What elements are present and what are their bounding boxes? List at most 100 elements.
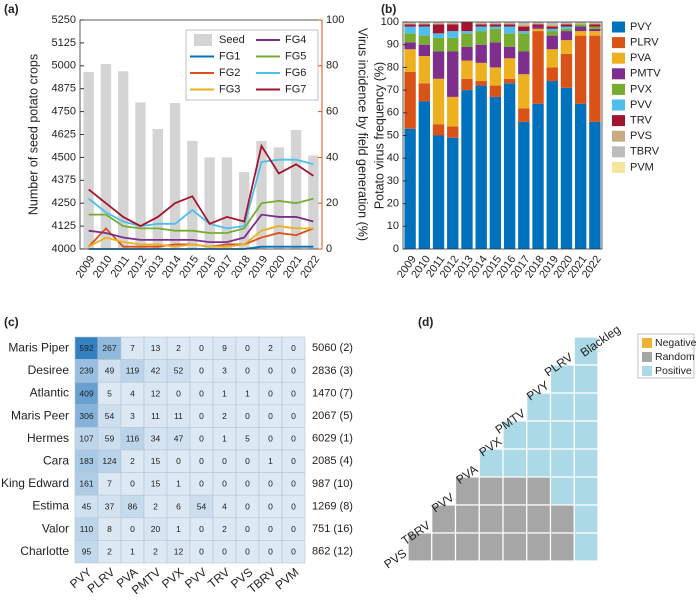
bar — [118, 71, 129, 250]
bar-segment — [518, 51, 530, 75]
y-tick-label: 50 — [387, 129, 399, 141]
bar-segment — [574, 31, 587, 36]
bar-segment — [418, 56, 431, 84]
bar-segment — [475, 26, 487, 32]
bar-segment — [418, 83, 431, 102]
bar-segment — [560, 31, 573, 41]
bar — [169, 102, 181, 250]
row-label: Atlantic — [30, 386, 69, 400]
row-label: Cara — [43, 453, 69, 467]
bar-segment — [404, 42, 416, 50]
cell-value: 0 — [199, 366, 204, 376]
cell-value: 6 — [176, 501, 181, 511]
bar-segment — [432, 22, 445, 24]
legend-label: Random — [655, 351, 695, 363]
y-tick-label: 70 — [387, 84, 399, 96]
cell-value: 3 — [130, 411, 135, 421]
legend-swatch — [612, 21, 625, 33]
matrix-cell — [573, 476, 599, 506]
cell-value: 0 — [268, 366, 273, 376]
cell-value: 0 — [199, 456, 204, 466]
bar-segment — [404, 24, 416, 27]
cell-value: 0 — [245, 546, 250, 556]
cell-value: 0 — [291, 366, 296, 376]
cell-value: 0 — [199, 343, 204, 353]
bar-segment — [589, 121, 601, 249]
legend-label: FG2 — [219, 67, 240, 79]
cell-value: 12 — [151, 388, 161, 398]
matrix-cell — [573, 504, 599, 534]
bar-segment — [489, 96, 502, 249]
cell-value: 95 — [82, 546, 92, 556]
bar-segment — [560, 87, 573, 249]
bar-segment — [532, 28, 544, 32]
legend-label: TRV — [630, 115, 652, 127]
bar-segment — [489, 28, 502, 43]
cell-value: 0 — [245, 411, 250, 421]
legend-swatch — [194, 34, 212, 46]
bar-segment — [518, 121, 530, 249]
matrix-cell — [526, 476, 552, 506]
matrix-cell — [549, 448, 575, 478]
bar-segment — [461, 33, 473, 47]
bar-segment — [589, 22, 601, 24]
matrix-cell — [549, 420, 575, 450]
bar-segment — [503, 22, 516, 24]
bar-segment — [461, 46, 473, 61]
legend-swatch — [612, 83, 625, 95]
bar-segment — [475, 85, 487, 249]
column-label: PLRV — [85, 565, 118, 596]
legend-label: PVS — [630, 130, 652, 142]
bar — [308, 155, 319, 249]
bar-segment — [461, 60, 473, 79]
bar-segment — [518, 108, 530, 122]
y-tick-label: 5125 — [52, 37, 76, 49]
bar-segment — [447, 96, 459, 127]
y-tick-label: 10 — [387, 220, 399, 232]
bar-segment — [546, 28, 558, 32]
matrix-cell — [502, 532, 528, 562]
legend-label: PVA — [630, 52, 652, 64]
cell-value: 20 — [151, 524, 161, 534]
cell-value: 0 — [130, 479, 135, 489]
row-note: 5060 (2) — [312, 342, 353, 354]
cell-value: 0 — [245, 366, 250, 376]
cell-value: 2 — [222, 411, 227, 421]
cell-value: 0 — [291, 343, 296, 353]
row-note: 6029 (1) — [312, 433, 353, 445]
matrix-cell — [573, 532, 599, 562]
bar-segment — [503, 78, 516, 84]
cell-value: 9 — [222, 343, 227, 353]
matrix-cell — [549, 532, 575, 562]
cell-value: 47 — [174, 433, 184, 443]
cell-value: 2 — [107, 546, 112, 556]
panel-label: (b) — [381, 2, 396, 16]
cell-value: 0 — [291, 456, 296, 466]
bar-segment — [447, 24, 459, 32]
cell-value: 4 — [130, 388, 135, 398]
diagonal-label: PVS — [381, 546, 409, 571]
y-tick-label: 100 — [381, 16, 399, 28]
panel-label: (a) — [4, 2, 19, 16]
cell-value: 2 — [130, 456, 135, 466]
cell-value: 0 — [291, 546, 296, 556]
cell-value: 592 — [79, 343, 93, 353]
matrix-cell — [549, 504, 575, 534]
bar-segment — [432, 24, 445, 34]
cell-value: 0 — [268, 524, 273, 534]
cell-value: 1 — [176, 524, 181, 534]
bar-segment — [560, 53, 573, 88]
y2-tick-label: 0 — [326, 243, 332, 255]
column-label: PVV — [182, 565, 209, 591]
bar-segment — [489, 22, 502, 24]
cell-value: 0 — [199, 433, 204, 443]
bar-segment — [418, 44, 431, 57]
bar-segment — [546, 22, 558, 25]
bar-segment — [432, 33, 445, 38]
row-note: 751 (16) — [312, 523, 353, 535]
y2-tick-label: 80 — [326, 60, 338, 72]
row-label: Hermes — [27, 431, 69, 445]
bar-segment — [589, 28, 601, 32]
bar-segment — [546, 35, 558, 50]
legend-label: TBRV — [630, 146, 660, 158]
